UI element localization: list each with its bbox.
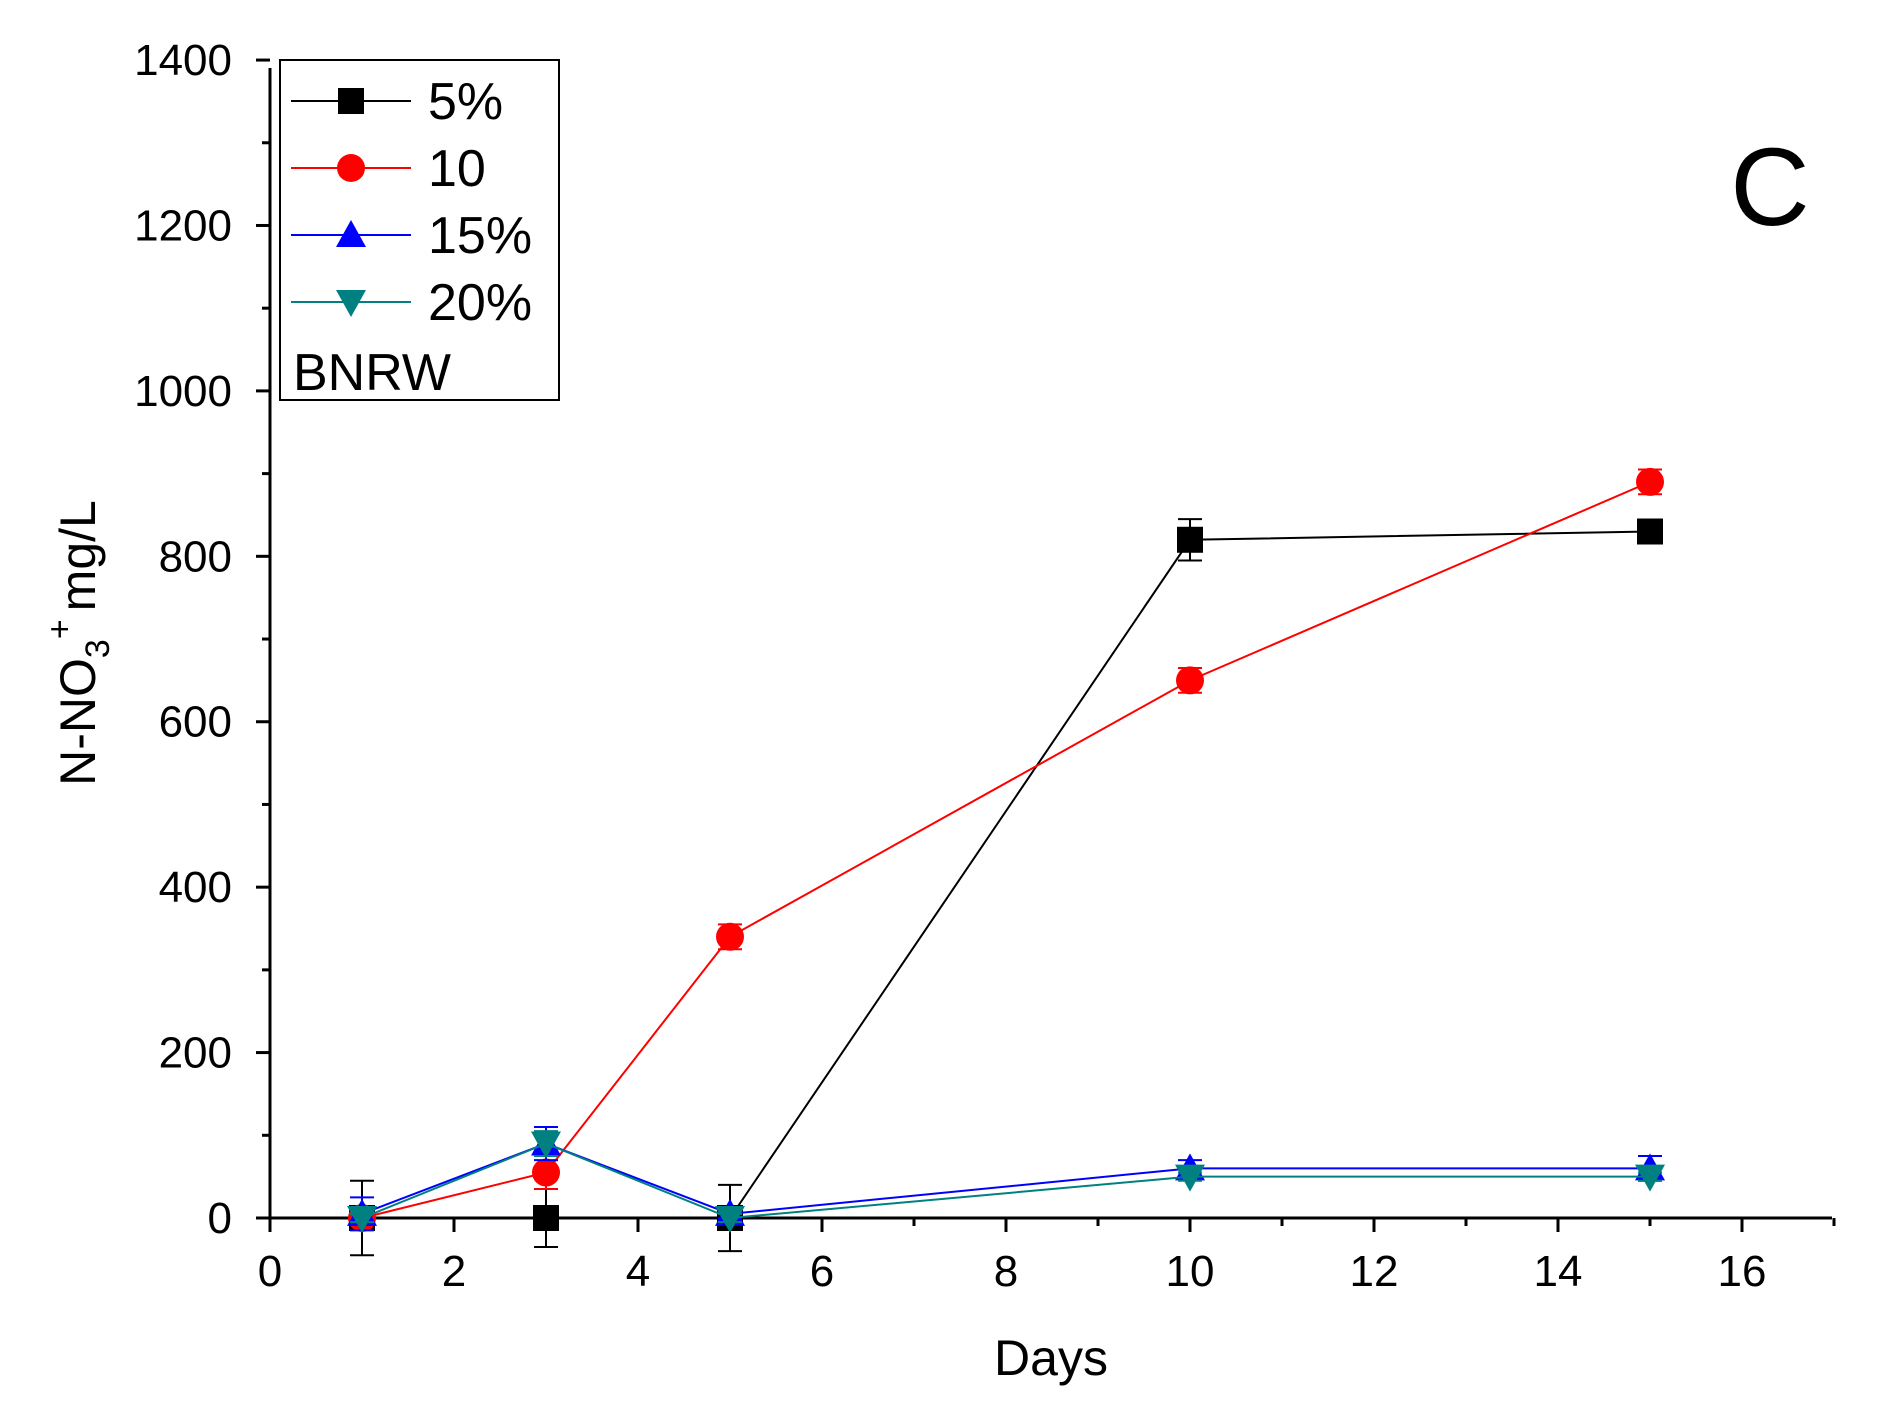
- y-axis-title-superscript: +: [41, 619, 79, 639]
- legend-marker: [337, 154, 365, 182]
- x-axis-title: Days: [994, 1330, 1108, 1386]
- data-point: [715, 1206, 745, 1233]
- legend-title: BNRW: [293, 344, 451, 402]
- x-tick-label: 0: [258, 1247, 282, 1296]
- legend-label: 10: [428, 140, 486, 198]
- y-axis-ticks: 0 200 400 600 800 1000 1200 1400: [134, 36, 270, 1243]
- legend-box: [279, 59, 560, 401]
- x-tick-label: 16: [1718, 1247, 1767, 1296]
- x-tick-label: 14: [1534, 1247, 1583, 1296]
- y-tick-label: 200: [159, 1029, 232, 1078]
- data-point: [531, 1131, 561, 1159]
- x-axis-ticks: 0 2 4 6 8 10 12 14 16: [258, 1218, 1836, 1296]
- y-tick-label: 1000: [134, 367, 232, 416]
- y-tick-label: 1200: [134, 201, 232, 250]
- data-point: [347, 1206, 377, 1233]
- x-tick-label: 6: [810, 1247, 834, 1296]
- y-tick-label: 0: [208, 1194, 232, 1243]
- legend-marker: [336, 290, 366, 317]
- legend-item: 20%: [291, 274, 532, 332]
- y-tick-label: 800: [159, 532, 232, 581]
- series-2: [348, 467, 1664, 1232]
- data-point: [1637, 518, 1663, 545]
- data-point: [1175, 1164, 1205, 1192]
- legend-label: 20%: [428, 274, 532, 332]
- y-tick-label: 600: [159, 698, 232, 747]
- data-point: [716, 922, 744, 951]
- legend-item: 5%: [291, 73, 503, 131]
- y-tick-label: 1400: [134, 36, 232, 85]
- y-tick-label: 400: [159, 863, 232, 912]
- legend-label: 15%: [428, 207, 532, 265]
- y-axis-title-unit: mg/L: [50, 500, 106, 611]
- series-layer: [347, 467, 1665, 1257]
- series-line: [361, 480, 1651, 1219]
- legend-item: 15%: [291, 207, 532, 265]
- data-point: [1636, 467, 1664, 496]
- data-point: [1177, 526, 1203, 553]
- legend-item: 10: [291, 140, 486, 198]
- x-tick-label: 4: [626, 1247, 650, 1296]
- series-4: [347, 1130, 1665, 1233]
- data-point: [532, 1158, 560, 1187]
- y-axis-title: N-NO3+ mg/L: [41, 500, 117, 786]
- data-point: [1635, 1164, 1665, 1192]
- legend-marker: [336, 220, 366, 247]
- series-line: [362, 530, 1651, 1219]
- panel-label: C: [1730, 126, 1809, 249]
- legend: 5% 10 15% 20% BNRW: [279, 59, 560, 402]
- data-point: [533, 1205, 559, 1231]
- data-point: [1176, 666, 1204, 695]
- legend-label: 5%: [428, 73, 503, 131]
- x-tick-label: 12: [1350, 1247, 1399, 1296]
- y-axis-title-main: N-NO: [50, 658, 106, 786]
- x-tick-label: 10: [1166, 1247, 1215, 1296]
- y-axis-title-subscript: 3: [79, 639, 117, 658]
- legend-marker: [338, 88, 364, 114]
- x-tick-label: 8: [994, 1247, 1018, 1296]
- legend-items: 5% 10 15% 20%: [291, 73, 532, 332]
- x-tick-label: 2: [442, 1247, 466, 1296]
